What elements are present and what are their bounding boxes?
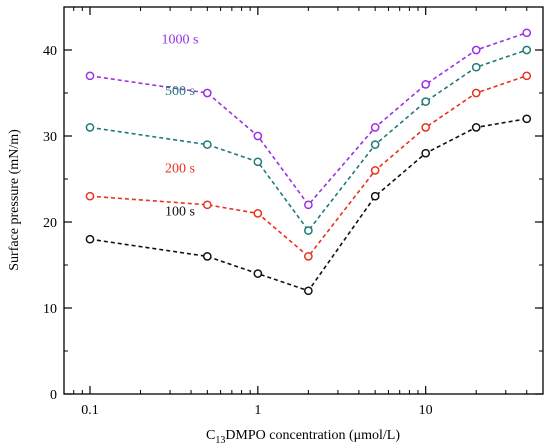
data-point (202, 252, 212, 261)
series-label: 100 s (165, 204, 195, 219)
y-tick-label: 30 (43, 130, 57, 145)
series-layer (85, 28, 532, 296)
data-point (421, 97, 431, 106)
data-point (471, 62, 481, 72)
x-axis-title-suffix: DMPO concentration (μmol/L) (225, 428, 400, 443)
data-point (202, 88, 212, 98)
series-200s (85, 71, 532, 261)
data-point (304, 286, 313, 296)
x-axis-title: C13DMPO concentration (μmol/L) (206, 428, 400, 444)
data-point (85, 191, 95, 201)
data-point (304, 252, 313, 261)
series-line (89, 49, 527, 232)
data-point (253, 131, 263, 141)
data-point (370, 140, 380, 149)
x-axis: 0.1 1 10 (73, 7, 528, 418)
series-label: 200 s (165, 161, 195, 176)
data-point (253, 209, 263, 218)
y-tick-label: 20 (43, 216, 57, 231)
data-point (522, 28, 532, 38)
series-line (89, 118, 527, 292)
x-axis-title-prefix: C (206, 428, 215, 443)
series-label: 500 s (165, 84, 195, 99)
data-point (471, 123, 481, 132)
data-point (370, 191, 380, 201)
data-point (304, 200, 313, 210)
data-point (421, 80, 431, 89)
x-tick-label: 0.1 (81, 403, 99, 418)
y-tick-label: 40 (43, 44, 57, 59)
data-point (421, 123, 431, 132)
y-axis-title: Surface pressure (mN/m) (7, 129, 22, 271)
data-point (304, 226, 313, 235)
data-point (370, 166, 380, 175)
data-point (85, 234, 95, 244)
data-point (85, 71, 95, 81)
plot-frame (63, 6, 544, 395)
series-line (89, 32, 527, 207)
data-point (202, 200, 212, 210)
data-point (253, 157, 263, 167)
data-point (471, 45, 481, 55)
data-point (522, 45, 532, 55)
y-tick-label: 0 (50, 388, 57, 403)
x-tick-label: 10 (419, 403, 433, 418)
data-point (202, 140, 212, 149)
y-axis: 0 10 20 30 40 (43, 44, 543, 403)
x-tick-label: 1 (254, 403, 261, 418)
series-100s (85, 114, 532, 296)
series-label: 1000 s (162, 32, 199, 47)
data-point (522, 71, 532, 81)
x-axis-title-subscript: 13 (215, 435, 225, 444)
data-point (85, 123, 95, 132)
series-500s (85, 45, 532, 235)
data-point (370, 123, 380, 132)
series-labels: 1000 s 500 s 200 s 100 s (162, 32, 199, 219)
data-point (421, 148, 431, 158)
y-tick-label: 10 (43, 302, 57, 317)
series-1000s (85, 28, 532, 210)
data-point (253, 269, 263, 278)
series-line (89, 75, 527, 258)
data-point (522, 114, 532, 124)
data-point (471, 88, 481, 98)
